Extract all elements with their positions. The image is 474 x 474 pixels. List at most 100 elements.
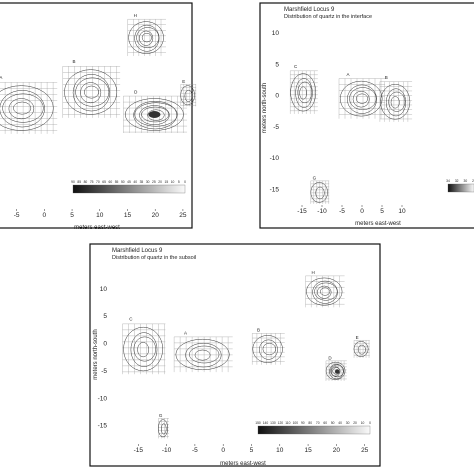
x-tick-label: 0 bbox=[221, 447, 225, 454]
y-tick-label: 10 bbox=[272, 30, 280, 37]
contour-ring bbox=[148, 111, 161, 118]
contour-ring bbox=[189, 345, 220, 364]
chart-subtitle: Distribution of quartz in the interface bbox=[284, 14, 372, 20]
panel-frame bbox=[0, 2, 193, 229]
x-tick-label: -15 bbox=[134, 447, 144, 454]
x-tick-label: -10 bbox=[317, 208, 327, 215]
legend-bar bbox=[447, 183, 474, 193]
contour-ring bbox=[180, 85, 195, 106]
legend-tick-label: 85 bbox=[77, 180, 81, 184]
contour-ring bbox=[125, 98, 184, 131]
contour-ring bbox=[75, 77, 110, 107]
cluster-label: B bbox=[257, 327, 260, 332]
contour-ring bbox=[157, 419, 168, 438]
contour-ring bbox=[139, 30, 154, 46]
contour-ring bbox=[335, 369, 340, 374]
cluster-b: B bbox=[252, 327, 285, 365]
contour-ring bbox=[128, 21, 164, 54]
contour-ring bbox=[295, 78, 313, 108]
cluster-label: H bbox=[312, 270, 315, 275]
x-tick-label: 10 bbox=[96, 212, 104, 219]
contour-ring bbox=[262, 342, 276, 356]
legend-tick-label: 20 bbox=[158, 180, 162, 184]
contour-ring bbox=[329, 363, 344, 380]
contour-ring bbox=[130, 332, 158, 367]
y-tick-label: -5 bbox=[273, 124, 279, 131]
legend-tick-label: 34 bbox=[446, 179, 450, 183]
legend-tick-label: 35 bbox=[140, 180, 144, 184]
legend-tick-label: 100 bbox=[293, 421, 299, 425]
cluster-label: A bbox=[0, 75, 2, 80]
x-tick-label: 15 bbox=[124, 212, 132, 219]
cluster-label: A bbox=[346, 72, 349, 77]
contour-ring bbox=[184, 89, 193, 102]
legend-tick-label: 15 bbox=[164, 180, 168, 184]
cluster-g: G bbox=[310, 175, 330, 204]
cluster-label: A bbox=[184, 331, 187, 336]
x-tick-label: -10 bbox=[162, 447, 172, 454]
legend-tick-label: 60 bbox=[323, 421, 327, 425]
legend-tick-label: 20 bbox=[353, 421, 357, 425]
x-tick-label: 20 bbox=[333, 447, 341, 454]
x-tick-label: 5 bbox=[70, 212, 74, 219]
cluster-a: A bbox=[338, 72, 385, 119]
chart-title: Marshfield Locus 9 bbox=[284, 7, 335, 13]
contour-ring bbox=[134, 24, 160, 52]
x-tick-label: 25 bbox=[361, 447, 369, 454]
cluster-label: H bbox=[134, 13, 137, 18]
legend-tick-label: 40 bbox=[133, 180, 137, 184]
cluster-c: C bbox=[122, 317, 166, 375]
cluster-h: H bbox=[127, 13, 167, 57]
x-tick-label: 5 bbox=[380, 208, 384, 215]
chart-title: Marshfield Locus 9 bbox=[112, 248, 163, 254]
contour-ring bbox=[290, 73, 317, 112]
legend-tick-label: 10 bbox=[361, 421, 365, 425]
y-tick-label: 5 bbox=[275, 61, 279, 68]
contour-ring bbox=[141, 106, 170, 123]
contour-ring bbox=[319, 287, 331, 296]
y-tick-label: -5 bbox=[101, 368, 107, 375]
y-tick-label: -15 bbox=[98, 423, 108, 430]
cluster-a: A bbox=[0, 75, 58, 134]
cluster-label: E bbox=[356, 335, 359, 340]
contour-ring bbox=[136, 27, 160, 49]
x-tick-label: 0 bbox=[43, 212, 47, 219]
legend-tick-label: 50 bbox=[331, 421, 335, 425]
legend-tick-label: 25 bbox=[152, 180, 156, 184]
contour-ring bbox=[332, 367, 341, 375]
cluster-b: B bbox=[379, 75, 413, 122]
contour-ring bbox=[347, 84, 377, 114]
legend-tick-label: 45 bbox=[127, 180, 131, 184]
contour-ring bbox=[123, 326, 164, 372]
cluster-label: G bbox=[313, 175, 317, 180]
contour-ring bbox=[175, 338, 230, 371]
y-tick-label: 0 bbox=[275, 93, 279, 100]
contour-ring bbox=[8, 98, 35, 120]
contour-ring bbox=[353, 341, 369, 357]
cluster-a: A bbox=[173, 331, 233, 373]
legend-tick-label: 110 bbox=[285, 421, 290, 425]
contour-ring bbox=[297, 81, 313, 104]
y-axis-label: meters north-south bbox=[262, 83, 268, 133]
contour-ring bbox=[357, 344, 366, 355]
legend-bar bbox=[257, 425, 371, 435]
x-axis-label: meters east-west bbox=[220, 461, 266, 467]
legend-tick-label: 50 bbox=[121, 180, 125, 184]
contour-ring bbox=[147, 109, 165, 121]
x-tick-label: -5 bbox=[192, 447, 198, 454]
cluster-b: B bbox=[62, 59, 121, 118]
y-axis-label: meters north-south bbox=[93, 329, 99, 379]
contour-ring bbox=[141, 33, 152, 43]
contour-ring bbox=[0, 85, 54, 131]
contour-ring bbox=[317, 285, 332, 299]
cluster-g: G bbox=[157, 413, 169, 439]
legend-tick-label: 80 bbox=[84, 180, 88, 184]
legend-tick-label: 30 bbox=[463, 179, 467, 183]
cluster-c: C bbox=[290, 64, 318, 114]
contour-ring bbox=[325, 361, 346, 380]
x-tick-label: 5 bbox=[250, 447, 254, 454]
cluster-e: E bbox=[353, 335, 370, 358]
